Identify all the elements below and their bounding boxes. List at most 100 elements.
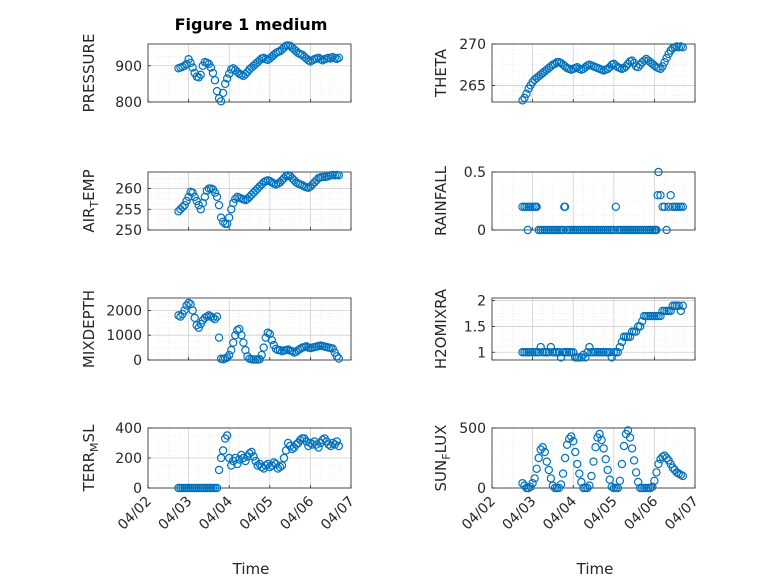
data-point <box>534 348 543 357</box>
data-point <box>617 337 627 347</box>
data-point <box>210 314 220 324</box>
y-tick-label: 270 <box>459 37 486 53</box>
data-point <box>536 445 545 454</box>
data-point <box>573 62 582 72</box>
data-point <box>609 225 619 235</box>
data-point <box>324 440 333 449</box>
data-point <box>607 482 616 491</box>
figure-title: Figure 1 medium <box>175 15 328 34</box>
data-point <box>546 342 556 352</box>
x-tick-label: 04/03 <box>156 494 196 534</box>
data-point <box>192 321 201 330</box>
data-point <box>310 178 319 187</box>
data-point <box>676 470 685 479</box>
data-point <box>635 322 645 331</box>
subplot-5: 0 1000 2000 MIXDEPTH <box>80 290 352 369</box>
data-point <box>241 456 250 466</box>
y-tick-label: 1 <box>477 345 486 361</box>
data-point <box>640 56 649 65</box>
data-point <box>222 74 232 83</box>
data-point <box>558 225 568 235</box>
data-point <box>581 62 590 72</box>
data-point <box>621 62 631 71</box>
data-point <box>204 311 214 320</box>
data-point <box>674 469 683 478</box>
data-point <box>633 477 643 487</box>
data-point <box>231 194 240 204</box>
data-point <box>577 477 586 487</box>
data-point <box>528 479 537 488</box>
data-point <box>216 453 226 463</box>
data-point <box>627 56 637 65</box>
data-point <box>180 306 189 315</box>
data-point <box>619 441 629 451</box>
y-tick-label: 1000 <box>106 328 142 344</box>
data-point <box>666 306 675 316</box>
y-tick-label: 400 <box>115 421 142 437</box>
axes-box <box>147 171 352 231</box>
x-tick-label: 04/03 <box>500 494 540 534</box>
data-point <box>212 483 222 493</box>
data-point <box>571 447 580 457</box>
data-point <box>279 453 289 463</box>
data-point <box>522 89 531 98</box>
data-point <box>227 461 236 470</box>
data-point <box>530 474 539 483</box>
data-point <box>599 444 608 453</box>
data-point <box>595 429 604 439</box>
data-point <box>587 471 596 481</box>
data-point <box>575 469 584 478</box>
data-point <box>678 301 688 310</box>
data-point <box>287 347 297 356</box>
data-point <box>676 306 685 316</box>
data-point <box>538 443 547 452</box>
data-point <box>267 178 277 187</box>
data-point <box>176 312 185 321</box>
data-point <box>202 312 212 321</box>
data-point <box>334 53 344 62</box>
data-point <box>560 202 570 211</box>
data-point <box>259 343 268 352</box>
data-point <box>603 465 612 475</box>
data-point <box>314 443 323 452</box>
subplots-group: 800 900 PRESSURE 265 270 THETA 250 255 260 AIRTEM… <box>80 34 702 534</box>
axes-box <box>147 43 352 103</box>
data-point <box>326 54 335 63</box>
subplot-4: 0 0.5 RAINFALL <box>432 165 696 239</box>
data-point <box>212 312 222 321</box>
data-point <box>660 451 669 460</box>
data-point <box>658 62 667 71</box>
data-point <box>560 453 570 463</box>
data-point <box>674 301 683 310</box>
data-point <box>257 350 266 360</box>
data-point <box>233 459 242 469</box>
data-point <box>296 435 305 445</box>
data-point <box>269 458 279 467</box>
axes-box <box>491 427 696 489</box>
y-tick-label: 265 <box>459 78 486 94</box>
data-point <box>249 452 258 461</box>
data-point <box>566 432 576 441</box>
data-point <box>255 355 264 364</box>
data-point <box>544 348 554 357</box>
data-point <box>546 62 556 71</box>
data-point <box>615 476 625 485</box>
data-point <box>648 482 657 491</box>
data-point <box>180 200 189 210</box>
data-point <box>617 459 627 469</box>
data-point <box>569 348 578 357</box>
data-point <box>334 441 344 451</box>
data-point <box>182 59 191 69</box>
data-point <box>182 196 191 206</box>
data-point <box>178 203 187 212</box>
data-point <box>259 53 268 62</box>
data-point <box>218 446 228 455</box>
data-point <box>520 481 529 490</box>
x-tick-label: 04/04 <box>540 493 580 533</box>
data-point <box>581 353 590 362</box>
data-point <box>615 342 625 352</box>
data-point <box>214 465 224 475</box>
subplot-2: 265 270 THETA <box>432 37 696 105</box>
data-point <box>654 459 663 469</box>
data-point <box>589 457 598 466</box>
